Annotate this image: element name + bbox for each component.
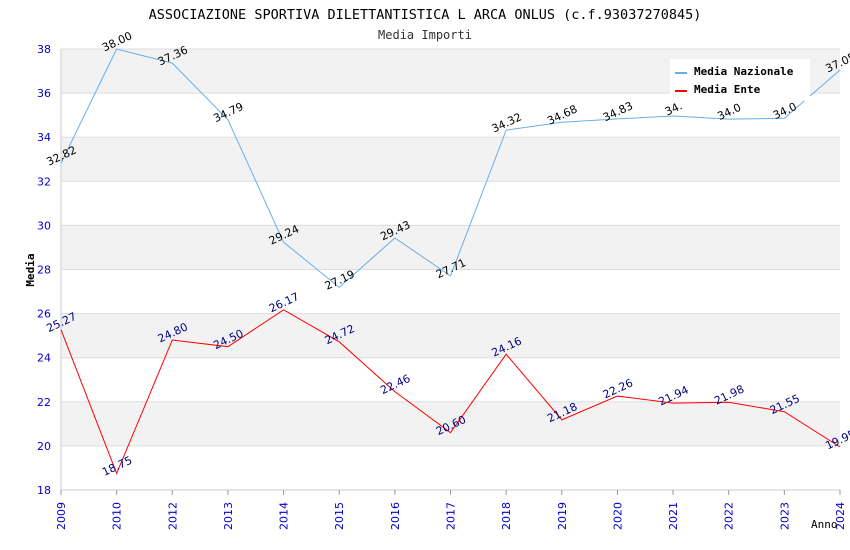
x-tick-label: 2015	[333, 502, 346, 530]
legend: Media Nazionale Media Ente	[670, 59, 810, 101]
x-tick-label: 2016	[389, 502, 402, 530]
x-tick-label: 2023	[778, 502, 791, 530]
chart-title: ASSOCIAZIONE SPORTIVA DILETTANTISTICA L …	[149, 7, 702, 23]
legend-label-media-nazionale: Media Nazionale	[694, 65, 794, 78]
y-tick-label: 20	[37, 440, 51, 453]
x-tick-label: 2010	[111, 502, 124, 530]
chart-subtitle: Media Importi	[378, 28, 472, 42]
x-axis-label: Anno	[811, 518, 838, 531]
x-tick-label: 2017	[445, 502, 458, 530]
y-tick-label: 24	[37, 352, 51, 365]
y-tick-label: 36	[37, 87, 51, 100]
x-tick-label: 2021	[667, 502, 680, 530]
x-tick-label: 2014	[278, 502, 291, 530]
x-tick-label: 2013	[222, 502, 235, 530]
y-tick-label: 34	[37, 131, 51, 144]
x-tick-label: 2019	[556, 502, 569, 530]
y-tick-label: 32	[37, 175, 51, 188]
x-tick-label: 2018	[500, 502, 513, 530]
legend-box	[670, 59, 810, 101]
grid-band	[61, 357, 840, 402]
series-line-media-ente	[60, 309, 841, 475]
y-axis-label: Media	[24, 253, 37, 286]
y-tick-label: 18	[37, 484, 51, 497]
grid-band	[61, 313, 840, 358]
y-tick-label: 38	[37, 43, 51, 56]
x-tick-label: 2012	[166, 502, 179, 530]
grid-band	[61, 269, 840, 314]
y-tick-label: 30	[37, 219, 51, 232]
grid-band	[61, 401, 840, 446]
grid-band	[61, 445, 840, 490]
grid-band	[61, 225, 840, 270]
y-tick-label: 22	[37, 396, 51, 409]
x-tick-label: 2020	[611, 502, 624, 530]
x-tick-label: 2022	[723, 502, 736, 530]
x-tick-label: 2024	[834, 502, 847, 530]
y-tick-label: 26	[37, 308, 51, 321]
grid-band	[61, 181, 840, 226]
legend-label-media-ente: Media Ente	[694, 83, 761, 96]
series-line-media-nazionale	[60, 48, 841, 289]
x-tick-label: 2009	[55, 502, 68, 530]
y-tick-label: 28	[37, 264, 51, 277]
grid-band	[61, 137, 840, 182]
